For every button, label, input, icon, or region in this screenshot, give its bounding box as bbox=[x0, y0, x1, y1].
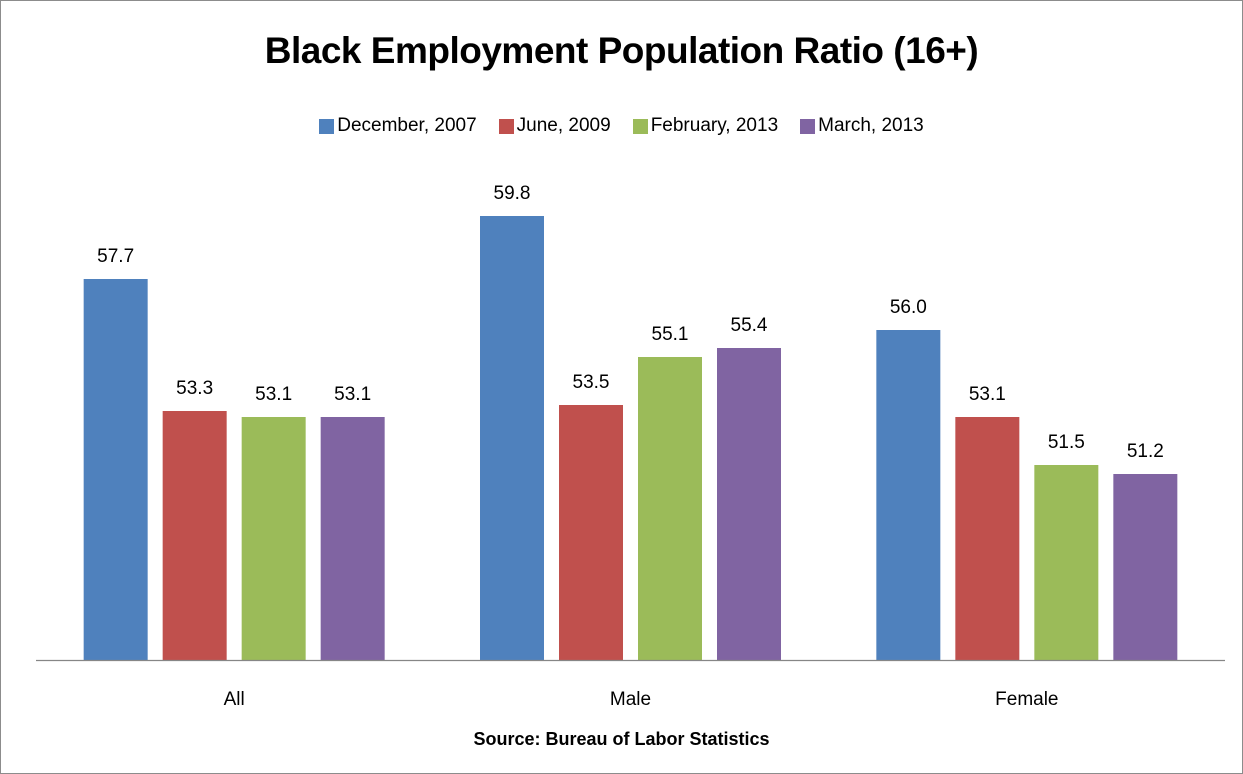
legend-item-series-3: March, 2013 bbox=[800, 115, 924, 137]
bar-male-series-0 bbox=[480, 216, 544, 660]
x-tick-label-all: All bbox=[224, 689, 245, 710]
data-label-all-series-0: 57.7 bbox=[97, 246, 134, 267]
chart-title: Black Employment Population Ratio (16+) bbox=[264, 30, 979, 71]
data-label-female-series-0: 56.0 bbox=[890, 297, 927, 318]
legend-label-series-3: March, 2013 bbox=[818, 115, 924, 136]
data-label-male-series-3: 55.4 bbox=[731, 315, 768, 336]
legend-swatch-series-2 bbox=[632, 118, 648, 134]
bar-all-series-2 bbox=[241, 417, 306, 660]
bar-female-series-1 bbox=[955, 417, 1020, 660]
bar-female-series-3 bbox=[1113, 474, 1178, 660]
bar-all-series-0 bbox=[83, 279, 148, 660]
x-tick-label-male: Male bbox=[610, 689, 651, 710]
bar-all-series-3 bbox=[320, 417, 385, 660]
legend-label-series-1: June, 2009 bbox=[516, 115, 611, 136]
bar-female-series-0 bbox=[876, 330, 941, 660]
x-axis-label: Source: Bureau of Labor Statistics bbox=[473, 729, 770, 749]
data-label-female-series-2: 51.5 bbox=[1048, 432, 1085, 453]
data-label-male-series-1: 53.5 bbox=[573, 372, 610, 393]
legend-swatch-series-3 bbox=[800, 118, 816, 134]
legend-swatch-series-0 bbox=[319, 118, 335, 134]
data-label-male-series-0: 59.8 bbox=[494, 183, 531, 204]
bar-female-series-2 bbox=[1034, 465, 1099, 660]
data-label-female-series-1: 53.1 bbox=[969, 384, 1006, 405]
legend-label-series-0: December, 2007 bbox=[337, 115, 477, 136]
data-label-all-series-2: 53.1 bbox=[255, 384, 292, 405]
bar-all-series-1 bbox=[162, 411, 227, 660]
x-tick-label-female: Female bbox=[995, 689, 1058, 710]
bar-male-series-1 bbox=[559, 405, 623, 660]
legend-label-series-2: February, 2013 bbox=[650, 115, 779, 136]
legend-item-series-2: February, 2013 bbox=[632, 115, 779, 137]
bar-male-series-3 bbox=[717, 348, 781, 660]
data-label-male-series-2: 55.1 bbox=[652, 324, 689, 345]
chart-legend: December, 2007 June, 2009 February, 2013… bbox=[0, 115, 1243, 137]
legend-swatch-series-1 bbox=[498, 118, 514, 134]
legend-item-series-0: December, 2007 bbox=[319, 115, 477, 137]
legend-item-series-1: June, 2009 bbox=[498, 115, 611, 137]
data-label-all-series-1: 53.3 bbox=[176, 378, 213, 399]
data-label-female-series-3: 51.2 bbox=[1127, 441, 1164, 462]
bar-male-series-2 bbox=[638, 357, 702, 660]
data-label-all-series-3: 53.1 bbox=[334, 384, 371, 405]
